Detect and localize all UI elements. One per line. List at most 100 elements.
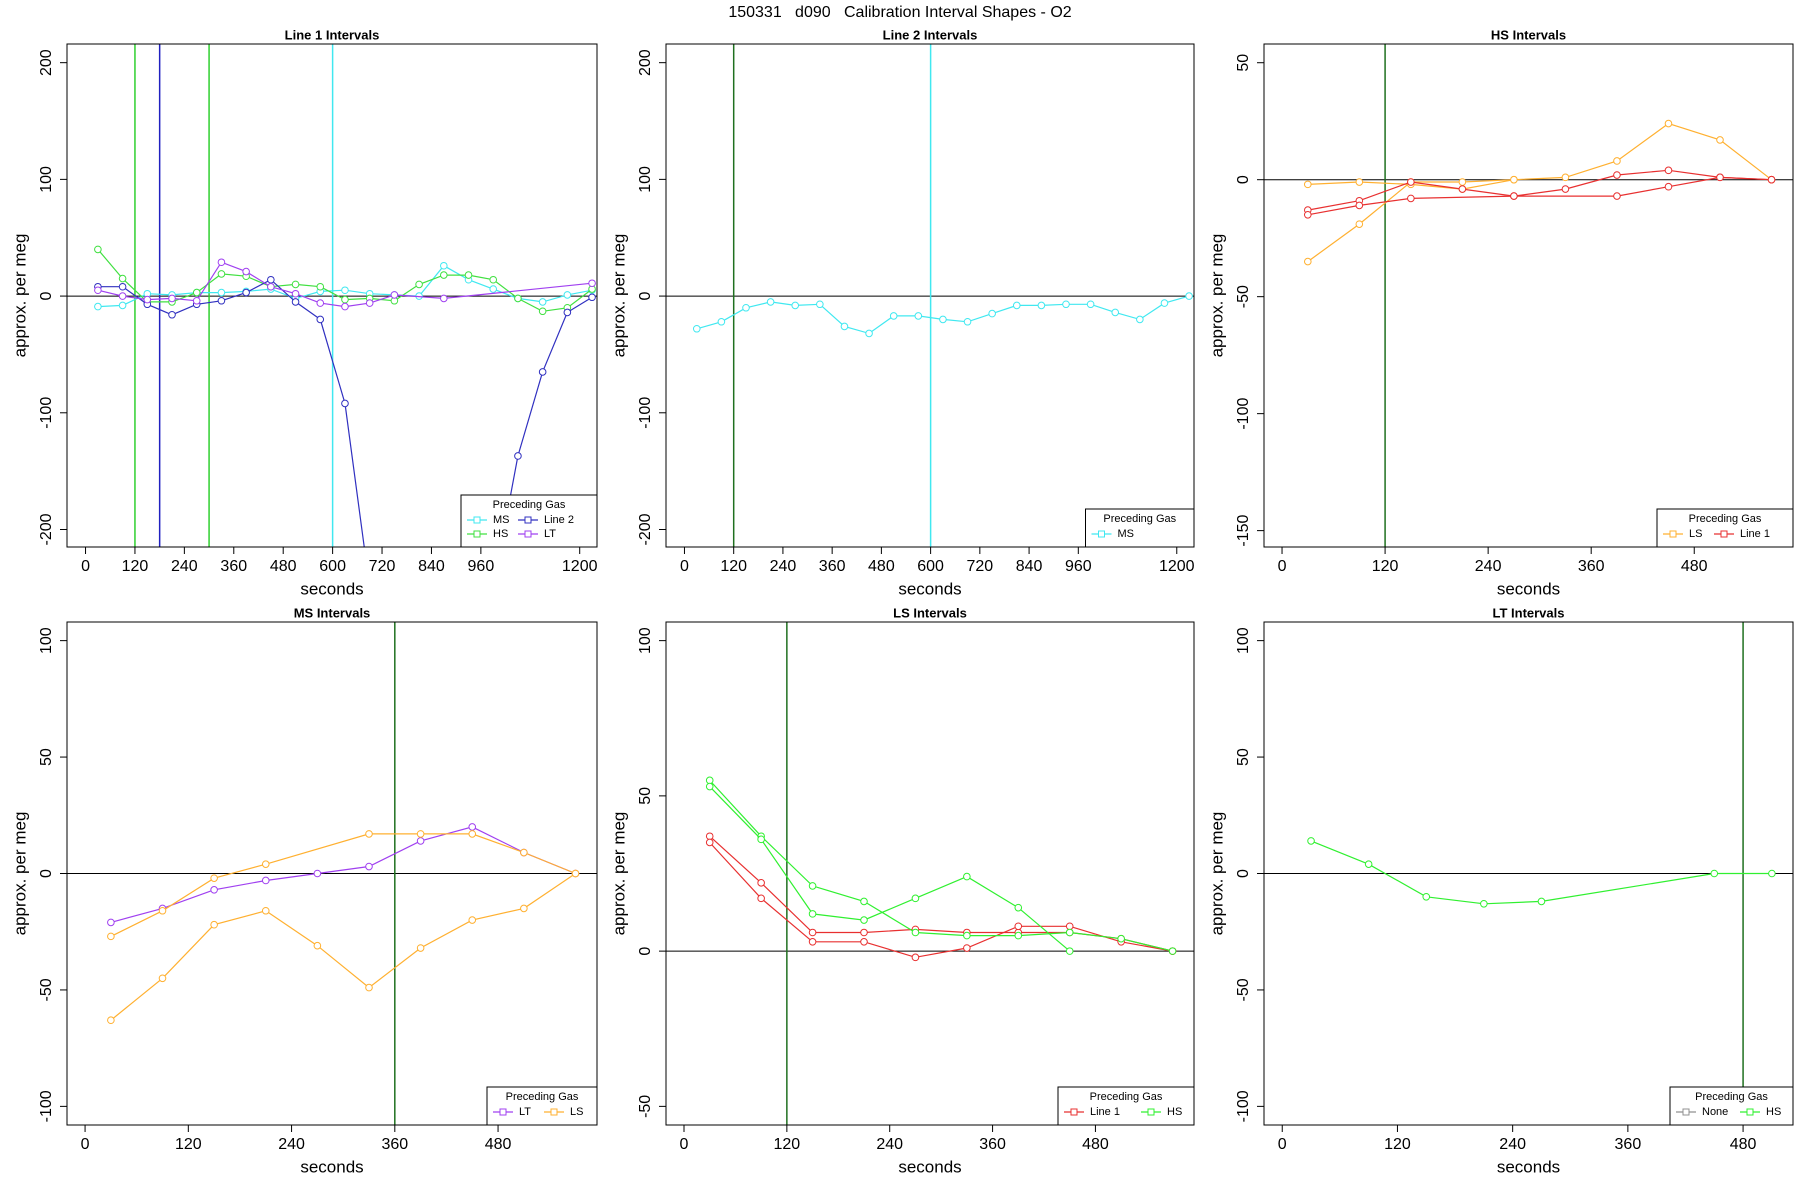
point [158,974,167,983]
point [766,298,775,306]
point [1664,119,1673,128]
point [365,830,373,838]
point [1613,171,1621,179]
point [563,308,572,317]
point [705,838,714,847]
legend-marker [550,1108,558,1116]
y-tick-label: -100 [1235,1090,1252,1122]
point [1037,301,1046,310]
panel: Line 1 Intervals seconds approx. per meg 0 1… [10,27,597,598]
series-line [709,786,1071,952]
point [365,983,373,992]
point [143,295,152,304]
point [1664,182,1673,191]
point [963,872,971,881]
point [705,776,714,785]
point [94,302,102,311]
point [588,293,596,302]
point [365,862,373,871]
point [988,309,996,318]
point [865,329,873,338]
point [911,894,920,903]
panel-title: LS Intervals [893,605,967,620]
point [107,918,115,927]
point [705,832,714,841]
y-tick-label: 200 [637,49,654,76]
point [808,928,817,937]
point [1510,192,1518,200]
point [261,906,270,915]
x-axis-label: seconds [300,1157,363,1176]
point [1012,301,1021,310]
point [489,275,498,284]
point [440,294,448,303]
point [313,869,322,878]
point [210,920,218,929]
point [1422,892,1431,901]
x-tick-label: 720 [369,558,396,575]
legend-marker [1098,530,1105,538]
y-tick-label: -50 [1235,285,1252,308]
legend-marker [499,1108,507,1116]
legend-box [1656,508,1794,548]
point [316,299,325,307]
point [963,931,971,940]
y-tick-label: 0 [637,292,654,301]
point [963,944,971,952]
point [705,782,714,791]
panel-title: Line 1 Intervals [285,27,380,42]
x-tick-label: 480 [485,1136,512,1153]
point [1768,869,1776,878]
panel: LS Intervals seconds approx. per meg 0 120 24… [609,605,1195,1176]
legend-title: Preceding Gas [1090,1091,1163,1103]
plot-frame [1263,621,1794,1126]
legend-label: LT [544,528,556,540]
legend-label: LS [570,1106,583,1118]
series-line [110,873,576,1021]
point [341,286,349,295]
legend-marker [473,516,481,524]
y-tick-label: -100 [38,1090,55,1122]
point [816,300,824,309]
point [963,317,972,326]
point [538,368,547,376]
series-line [110,826,576,923]
x-tick-label: 480 [868,558,895,575]
y-tick-label: 0 [637,947,654,956]
x-axis-label: seconds [300,579,363,598]
y-tick-label: 100 [38,166,55,193]
x-axis-label: seconds [1497,579,1560,598]
point [757,894,765,903]
y-tick-label: -200 [38,513,55,545]
point [242,288,250,297]
plot-area [67,44,597,547]
x-tick-label: 960 [1065,558,1092,575]
point [1086,300,1095,309]
plot-area [1264,622,1793,1125]
legend-marker [1669,530,1677,538]
point [217,258,226,267]
legend-marker [1682,1108,1690,1116]
point [468,830,477,838]
x-axis-label: seconds [898,1157,961,1176]
x-tick-label: 0 [680,558,689,575]
point [514,294,522,303]
legend-label: HS [1766,1106,1781,1118]
x-tick-label: 600 [319,558,346,575]
y-axis-label: approx. per meg [10,234,29,358]
y-tick-label: -100 [1235,398,1252,430]
point [1136,315,1144,324]
point [911,928,920,937]
point [267,275,275,284]
point [316,315,325,324]
point [914,312,923,320]
point [1014,931,1023,940]
point [118,292,127,300]
y-tick-label: 0 [38,869,55,878]
x-tick-label: 360 [979,1136,1006,1153]
point [1303,180,1312,189]
legend-title: Preceding Gas [1695,1091,1768,1103]
panel-title: Line 2 Intervals [883,27,978,42]
point [1185,292,1193,300]
